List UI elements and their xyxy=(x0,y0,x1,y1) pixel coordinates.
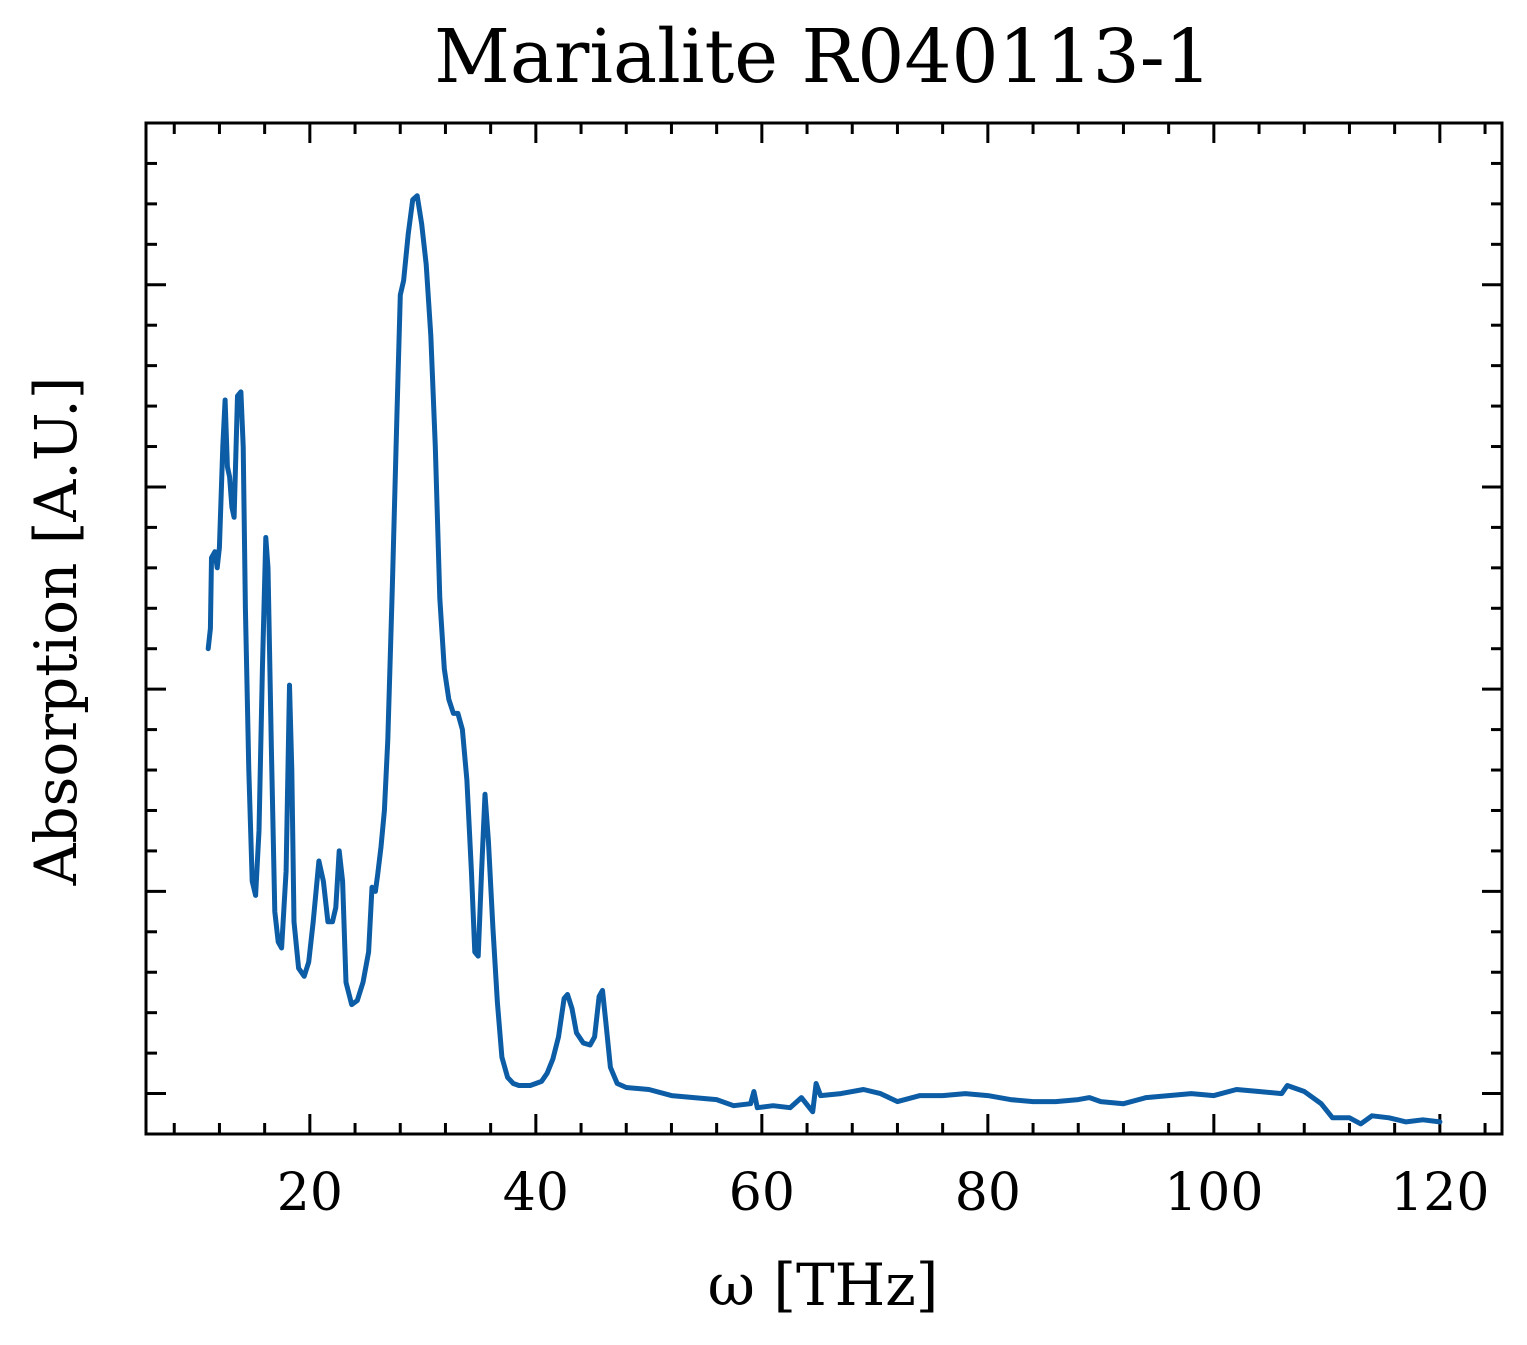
axis-ticks xyxy=(146,121,1502,1136)
x-tick-label: 100 xyxy=(1164,1163,1263,1223)
y-axis-label: Absorption [A.U.] xyxy=(22,377,90,887)
x-tick-label: 60 xyxy=(729,1163,795,1223)
chart-title: Marialite R040113-1 xyxy=(434,14,1212,100)
x-tick-labels: 20 40 60 80 100 120 xyxy=(277,1163,1490,1223)
x-axis-label: ω [THz] xyxy=(708,1251,939,1319)
x-tick-label: 80 xyxy=(955,1163,1021,1223)
x-tick-label: 20 xyxy=(277,1163,343,1223)
x-tick-label: 40 xyxy=(503,1163,569,1223)
x-tick-label: 120 xyxy=(1390,1163,1489,1223)
plot-area xyxy=(205,193,1443,1127)
series-line xyxy=(205,193,1443,1127)
plot-frame xyxy=(144,121,1504,1136)
